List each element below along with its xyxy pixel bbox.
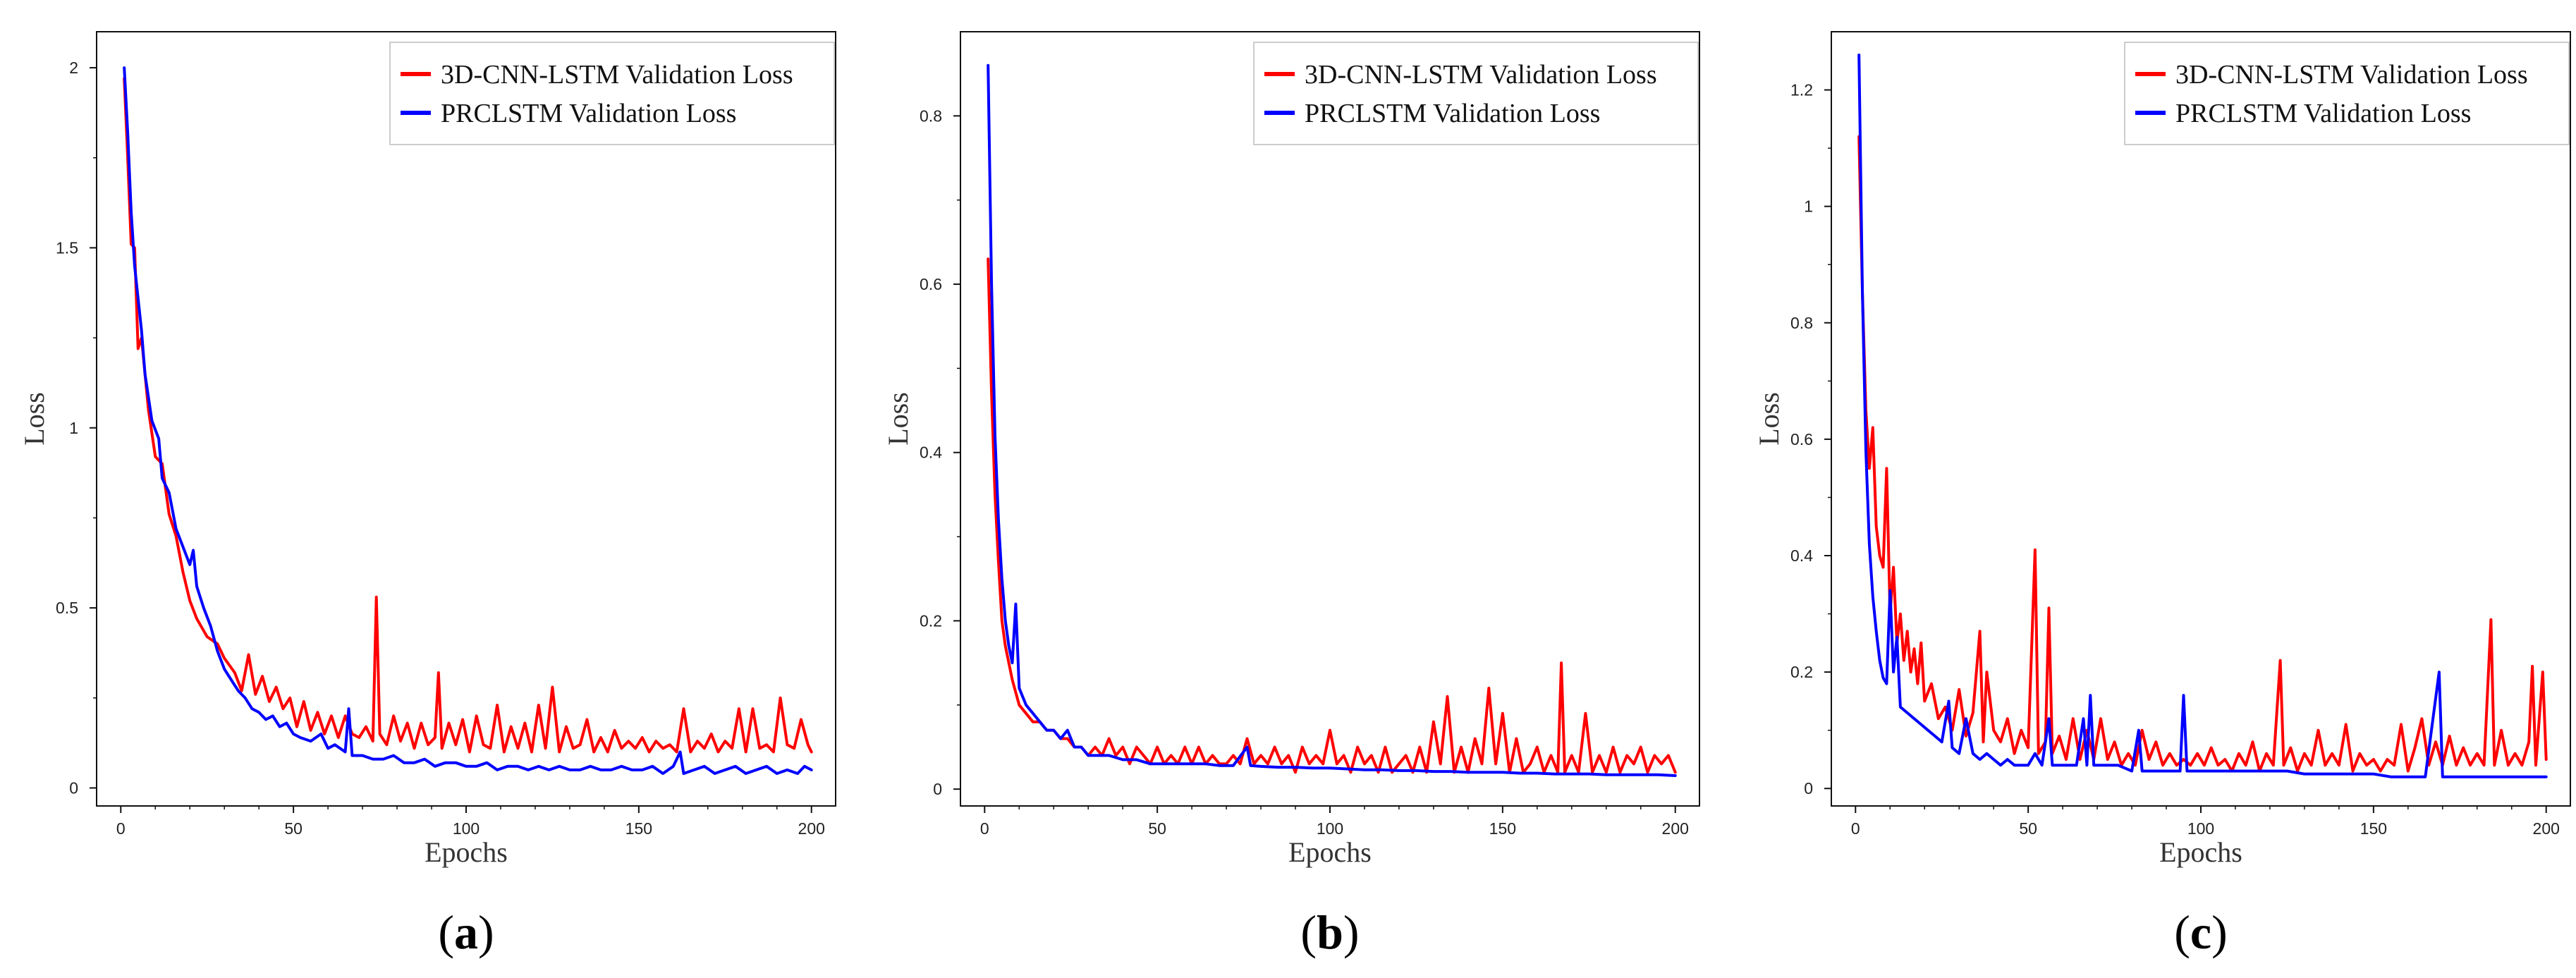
series-line-3d-cnn-lstm [1857,135,2548,773]
y-tick-label: 0.2 [920,611,942,630]
legend-entry-label: PRCLSTM Validation Loss [441,99,736,128]
panel-caption-letter: a [454,905,478,959]
panel-caption: (c) [2174,905,2228,959]
y-axis-label: Loss [882,392,914,446]
x-tick-label: 200 [2533,819,2560,838]
panel-caption-letter: b [1317,905,1343,959]
y-tick-label: 0.6 [920,275,942,293]
y-tick-label: 1.5 [56,238,78,257]
series-line-prclstm [123,66,813,775]
y-axis-label: Loss [1753,392,1785,446]
legend-entry-label: PRCLSTM Validation Loss [1305,99,1600,128]
y-tick-label: 0.8 [1790,314,1813,332]
panel-caption: (a) [438,905,494,959]
panel-caption-letter: c [2190,905,2211,959]
plot-frame [960,31,1700,807]
legend-entry-label: 3D-CNN-LSTM Validation Loss [2175,60,2528,90]
legend-entry-label: 3D-CNN-LSTM Validation Loss [441,60,793,90]
y-tick-label: 0 [933,780,942,798]
y-tick-label: 0.4 [920,444,942,462]
y-tick-label: 0.5 [56,599,78,617]
legend-box [2124,42,2570,145]
panel-caption: (b) [1300,905,1359,959]
x-tick-label: 0 [1851,819,1860,838]
y-tick-label: 1 [1804,197,1813,216]
x-axis-label: Epochs [425,836,508,868]
x-axis-label: Epochs [2159,836,2242,868]
y-tick-label: 0 [1804,779,1813,797]
x-tick-label: 150 [625,819,652,838]
legend-entry-label: PRCLSTM Validation Loss [2175,99,2471,128]
legend-box [389,42,835,145]
x-tick-label: 0 [980,819,989,838]
series-line-prclstm [987,63,1677,777]
y-tick-label: 1 [69,419,78,437]
series-line-3d-cnn-lstm [987,257,1677,774]
x-tick-label: 200 [798,819,825,838]
x-tick-label: 0 [116,819,126,838]
x-tick-label: 50 [2019,819,2037,838]
x-tick-label: 200 [1662,819,1689,838]
x-tick-label: 100 [453,819,480,838]
chart-panel-c: 0 50 100 150 200 0 0.2 0.4 0.6 0.8 1 1.2 Epochs Loss 3… [1753,31,2571,959]
chart-panel-b: 0 50 100 150 200 0 0.2 0.4 0.6 0.8 Epochs Loss 3D-CN… [882,31,1700,959]
y-tick-label: 0.8 [920,106,942,125]
x-tick-label: 50 [284,819,303,838]
series-line-prclstm [1857,54,2548,778]
x-tick-label: 50 [1148,819,1166,838]
y-axis-label: Loss [18,392,50,446]
legend-box [1253,42,1699,145]
y-tick-label: 2 [69,59,78,77]
y-tick-label: 0.4 [1790,546,1813,565]
y-tick-label: 1.2 [1790,81,1813,99]
plot-frame [96,31,836,807]
y-tick-label: 0.2 [1790,663,1813,681]
series-line-3d-cnn-lstm [123,77,813,754]
y-tick-label: 0 [69,778,78,797]
x-axis-label: Epochs [1288,836,1372,868]
y-tick-label: 0.6 [1790,430,1813,448]
x-tick-label: 100 [1317,819,1343,838]
x-tick-label: 150 [2360,819,2387,838]
chart-panel-a: 0 50 100 150 200 0 0.5 1 1.5 2 Epochs Loss 3D-CNN-LS… [18,31,836,959]
x-tick-label: 100 [2187,819,2214,838]
x-tick-label: 150 [1489,819,1516,838]
legend-entry-label: 3D-CNN-LSTM Validation Loss [1305,60,1657,90]
plot-frame [1831,31,2571,807]
